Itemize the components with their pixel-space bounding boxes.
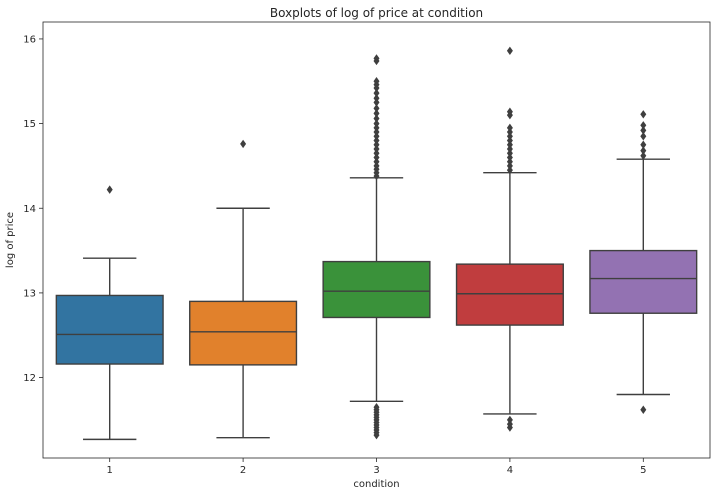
outlier-point <box>640 126 647 135</box>
outlier-point <box>506 165 513 175</box>
outlier-point <box>373 98 380 107</box>
outlier-point <box>640 121 647 130</box>
plot-area <box>55 46 698 441</box>
iqr-box <box>322 260 431 319</box>
x-tick-label: 4 <box>507 465 513 476</box>
iqr-box <box>189 300 298 366</box>
outlier-point <box>506 144 513 154</box>
outlier-point <box>506 149 513 158</box>
outlier-point <box>640 151 647 160</box>
outlier-point <box>506 161 513 171</box>
outlier-point <box>640 405 647 414</box>
outlier-point <box>373 144 380 154</box>
outlier-point <box>373 136 380 145</box>
x-tick-label: 2 <box>240 465 246 476</box>
box-group-3 <box>322 54 431 440</box>
outlier-point <box>373 127 380 137</box>
outlier-point <box>506 132 513 141</box>
outlier-point <box>640 110 647 119</box>
outlier-point <box>506 419 513 429</box>
iqr-box <box>455 263 564 326</box>
y-axis: 12 13 14 15 16 <box>23 34 43 384</box>
outlier-point <box>373 114 380 123</box>
x-tick-label: 5 <box>640 465 646 476</box>
outlier-point <box>373 157 380 166</box>
outlier-point <box>373 88 380 98</box>
outlier-point <box>373 54 380 63</box>
outlier-point <box>373 123 380 133</box>
outlier-point <box>373 149 380 158</box>
outlier-point <box>106 185 113 194</box>
x-axis: 1 2 3 4 5 <box>107 458 646 476</box>
box-group-2 <box>189 139 298 439</box>
y-tick-label: 13 <box>23 288 36 299</box>
outlier-point <box>373 104 380 113</box>
outlier-point <box>373 77 380 86</box>
x-tick-label: 3 <box>373 465 379 476</box>
outlier-point <box>506 415 513 425</box>
outlier-point <box>506 157 513 166</box>
box-group-5 <box>589 110 698 414</box>
y-tick-label: 14 <box>23 204 36 215</box>
outlier-point <box>506 136 513 145</box>
outlier-point <box>373 93 380 103</box>
outlier-point <box>373 161 380 171</box>
box-group-1 <box>55 185 164 441</box>
outlier-point <box>373 119 380 128</box>
y-tick-label: 12 <box>23 373 36 384</box>
outlier-point <box>240 139 247 149</box>
y-tick-label: 16 <box>23 34 36 45</box>
outlier-point <box>506 127 513 137</box>
iqr-box <box>55 294 164 365</box>
x-tick-label: 1 <box>107 465 113 476</box>
outlier-point <box>640 146 647 155</box>
outlier-point <box>373 132 380 141</box>
outlier-point <box>373 403 380 412</box>
outlier-point <box>640 140 647 149</box>
chart-title: Boxplots of log of price at condition <box>270 6 483 20</box>
box-group-4 <box>455 46 564 432</box>
y-tick-label: 15 <box>23 119 36 130</box>
outlier-point <box>506 153 513 162</box>
outlier-point <box>373 153 380 162</box>
iqr-box <box>589 249 698 314</box>
x-axis-label: condition <box>353 479 399 490</box>
outlier-point <box>640 132 647 141</box>
outlier-point <box>506 123 513 133</box>
outlier-point <box>506 46 513 55</box>
outlier-point <box>373 109 380 118</box>
outlier-point <box>506 140 513 149</box>
outlier-point <box>506 107 513 116</box>
y-axis-label: log of price <box>5 212 16 268</box>
outlier-point <box>373 140 380 149</box>
